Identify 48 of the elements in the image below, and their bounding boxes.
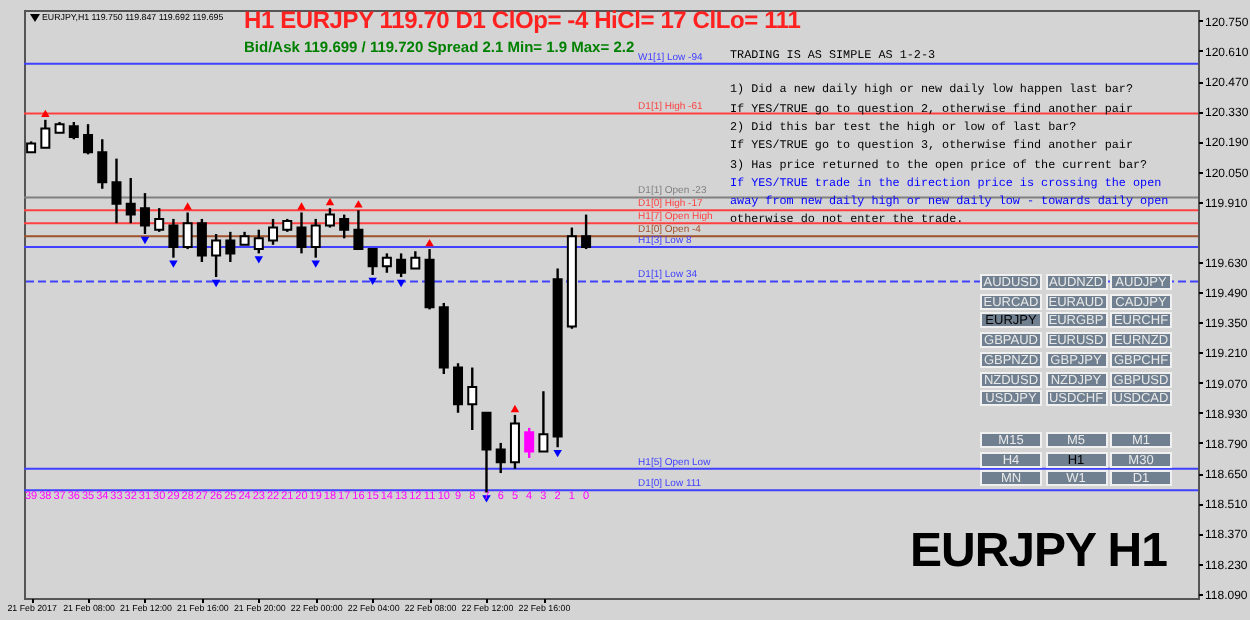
- candlestick: [353, 209, 364, 251]
- point: [169, 260, 178, 268]
- candlestick: [168, 217, 179, 259]
- point: [425, 238, 434, 247]
- candlestick: [424, 247, 435, 311]
- candlestick: [453, 362, 464, 414]
- candlestick: [111, 157, 122, 225]
- candlestick: [524, 426, 535, 460]
- candlestick: [324, 206, 335, 229]
- point: [396, 279, 406, 288]
- candlestick: [495, 441, 506, 475]
- candlestick: [268, 217, 279, 246]
- candlestick: [83, 122, 94, 156]
- candlestick: [367, 247, 378, 277]
- point: [368, 277, 377, 286]
- point: [311, 260, 320, 268]
- candlestick: [125, 176, 136, 225]
- candlestick: [211, 232, 222, 279]
- point: [183, 202, 192, 210]
- candlestick: [381, 252, 392, 274]
- candlestick: [310, 217, 321, 259]
- point: [553, 450, 562, 458]
- chart-title: H1 EURJPY 119.70 D1 ClOp= -4 HiCl= 17 ClLo= 111: [244, 6, 801, 34]
- candlestick: [139, 191, 150, 236]
- point: [140, 236, 150, 245]
- point: [325, 198, 335, 206]
- annotation: EURJPY H1: [910, 524, 1167, 580]
- point: [354, 200, 363, 208]
- candlestick: [296, 211, 307, 255]
- point: [211, 279, 221, 288]
- candlestick: [481, 411, 492, 494]
- candlestick: [225, 230, 236, 264]
- candlestick: [538, 390, 549, 453]
- point: [254, 256, 264, 264]
- point: [41, 109, 50, 118]
- candlestick: [40, 118, 51, 150]
- candlestick: [253, 228, 264, 255]
- candlestick: [467, 366, 478, 432]
- candlestick: [154, 206, 165, 234]
- candlestick: [509, 413, 520, 470]
- candlestick: [581, 213, 592, 251]
- candlestick: [196, 217, 207, 264]
- point: [510, 404, 520, 413]
- candlestick: [339, 213, 350, 240]
- candlestick: [182, 211, 193, 251]
- candlestick: [97, 138, 108, 190]
- candlestick: [396, 252, 407, 279]
- point: [297, 202, 306, 210]
